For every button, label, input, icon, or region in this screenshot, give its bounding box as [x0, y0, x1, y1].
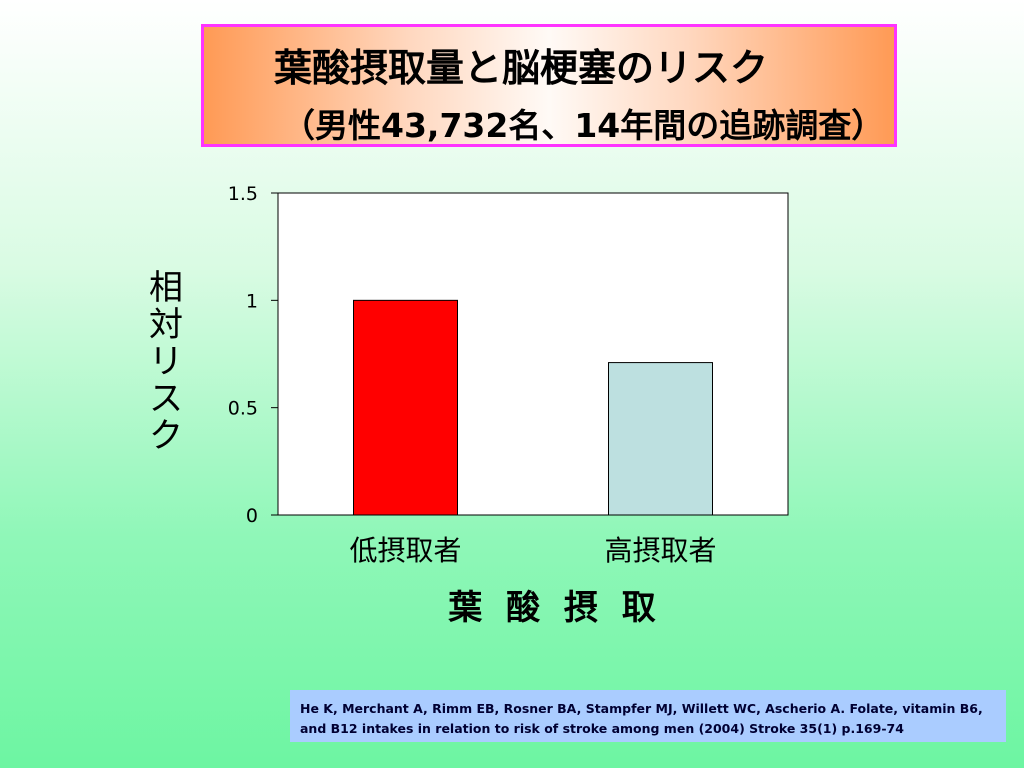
bar-2 — [608, 362, 713, 516]
x-tick-label: 低摂取者 — [349, 534, 461, 567]
y-tick-label: 1 — [246, 290, 258, 312]
chart-subtitle: （男性43,732名、14年間の追跡調査） — [282, 106, 885, 145]
y-tick-label: 0 — [246, 505, 258, 527]
y-tick-label: 0.5 — [228, 398, 258, 420]
reference-box: He K, Merchant A, Rimm EB, Rosner BA, St… — [290, 690, 1006, 742]
x-tick-label: 高摂取者 — [604, 534, 716, 567]
chart-title: 葉酸摂取量と脳梗塞のリスク — [274, 46, 769, 90]
bar-1 — [353, 299, 458, 516]
y-tick-label: 1.5 — [228, 183, 258, 205]
reference-text: He K, Merchant A, Rimm EB, Rosner BA, St… — [300, 701, 983, 736]
y-axis-label: 相対リスク — [149, 268, 183, 456]
x-axis-label: 葉 酸 摂 取 — [448, 588, 662, 628]
title-box: 葉酸摂取量と脳梗塞のリスク （男性43,732名、14年間の追跡調査） — [201, 24, 897, 147]
